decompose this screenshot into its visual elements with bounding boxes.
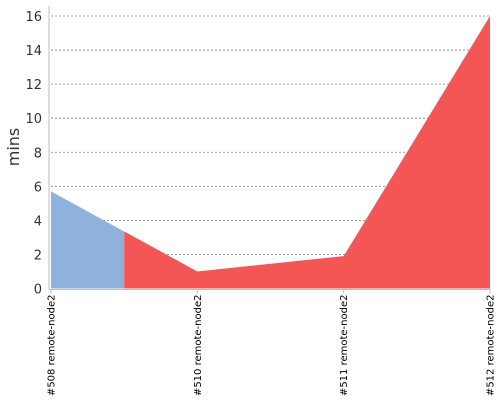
x-tick-label: #512 remote-node2	[486, 295, 497, 397]
y-tick-label-10: 10	[25, 112, 42, 127]
y-tick-label-8: 8	[34, 146, 42, 161]
y-tick-label-6: 6	[34, 180, 42, 195]
area-series	[51, 16, 491, 289]
y-tick-label-4: 4	[34, 214, 42, 229]
area-segment-failure	[124, 16, 491, 289]
area-segment-success	[51, 191, 125, 289]
axes	[48, 6, 491, 294]
x-tick-labels: #508 remote-node2 #510 remote-node2 #511 r…	[47, 295, 497, 397]
y-tick-label-2: 2	[34, 248, 42, 263]
y-tick-label-0: 0	[34, 283, 42, 298]
y-tick-labels: 0 2 4 6 8 10 12 14 16	[25, 10, 42, 297]
y-axis-title: mins	[4, 128, 23, 167]
y-tick-label-12: 12	[25, 78, 42, 93]
x-tick-label: #511 remote-node2	[339, 295, 350, 397]
x-tick-label: #508 remote-node2	[47, 295, 58, 397]
x-tick-label: #510 remote-node2	[193, 295, 204, 397]
y-tick-label-14: 14	[25, 44, 42, 59]
y-tick-label-16: 16	[25, 10, 42, 25]
